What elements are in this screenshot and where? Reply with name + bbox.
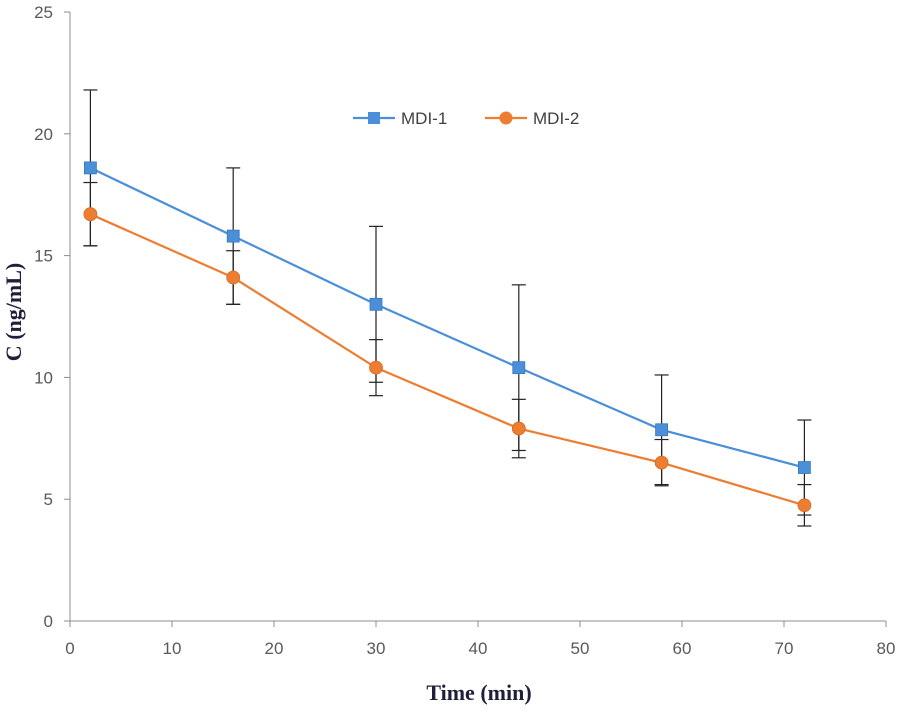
y-tick-label: 20 — [34, 125, 53, 144]
x-tick-label: 80 — [877, 639, 896, 658]
data-point — [369, 297, 383, 311]
data-point — [84, 161, 97, 175]
legend-item: MDI-1 — [353, 109, 447, 128]
x-tick-label: 10 — [163, 639, 182, 658]
data-point — [654, 455, 669, 470]
data-point — [511, 421, 526, 436]
legend-item: MDI-2 — [485, 109, 579, 128]
data-point — [797, 498, 812, 513]
x-tick-label: 70 — [775, 639, 794, 658]
data-point — [369, 360, 383, 375]
legend: MDI-1 MDI-2 — [353, 109, 579, 128]
y-axis-title: C (ng/mL) — [1, 263, 26, 361]
series-layer — [83, 89, 812, 527]
series-line — [89, 213, 805, 507]
y-tick-label: 0 — [44, 612, 53, 631]
x-axis-ticks: 0 10 20 30 40 50 60 70 80 — [65, 621, 895, 658]
x-tick-label: 60 — [673, 639, 692, 658]
data-point — [226, 229, 240, 243]
legend-label: MDI-1 — [401, 109, 447, 128]
series-mdi-1 — [83, 89, 812, 516]
legend-marker — [368, 112, 380, 124]
y-tick-label: 10 — [34, 368, 53, 387]
x-tick-label: 40 — [469, 639, 488, 658]
y-tick-label: 15 — [34, 247, 53, 266]
y-axis-ticks: 0 5 10 15 20 25 — [34, 3, 70, 631]
data-point — [655, 423, 668, 437]
y-tick-label: 25 — [34, 3, 53, 22]
legend-label: MDI-2 — [533, 109, 579, 128]
x-tick-label: 20 — [265, 639, 284, 658]
y-tick-label: 5 — [44, 490, 53, 509]
x-axis-title: Time (min) — [426, 680, 531, 705]
data-point — [798, 461, 811, 474]
x-tick-label: 0 — [65, 639, 74, 658]
legend-marker — [499, 111, 513, 125]
data-point — [83, 207, 98, 222]
series-mdi-2 — [83, 181, 812, 527]
x-tick-label: 50 — [571, 639, 590, 658]
data-point — [226, 270, 241, 285]
data-point — [512, 361, 526, 375]
chart-axes — [69, 12, 886, 622]
series-line — [89, 166, 805, 469]
x-tick-label: 30 — [367, 639, 386, 658]
